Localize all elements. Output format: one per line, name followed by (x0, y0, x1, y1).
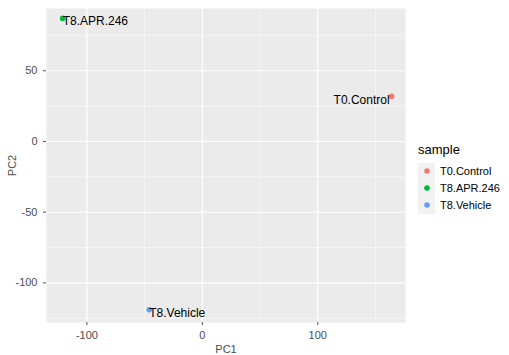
svg-text:T0.Control: T0.Control (334, 93, 390, 107)
svg-text:PC1: PC1 (215, 343, 236, 355)
svg-text:T8.APR.246: T8.APR.246 (63, 14, 129, 28)
svg-text:0: 0 (199, 329, 205, 341)
svg-text:50: 50 (25, 64, 37, 76)
svg-text:0: 0 (31, 135, 37, 147)
html-text:T8.APR.246: T8.APR.246 (440, 182, 500, 194)
html-text:T8.Vehicle: T8.Vehicle (440, 199, 492, 211)
html-text:T0.Control: T0.Control (440, 165, 492, 177)
svg-text:PC2: PC2 (6, 155, 18, 176)
html-text:sample: sample (418, 141, 460, 157)
svg-text:-100: -100 (76, 329, 98, 341)
svg-text:-50: -50 (22, 206, 38, 218)
svg-text:T8.Vehicle: T8.Vehicle (149, 306, 205, 320)
svg-text:100: 100 (309, 329, 327, 341)
svg-text:-100: -100 (15, 276, 37, 288)
